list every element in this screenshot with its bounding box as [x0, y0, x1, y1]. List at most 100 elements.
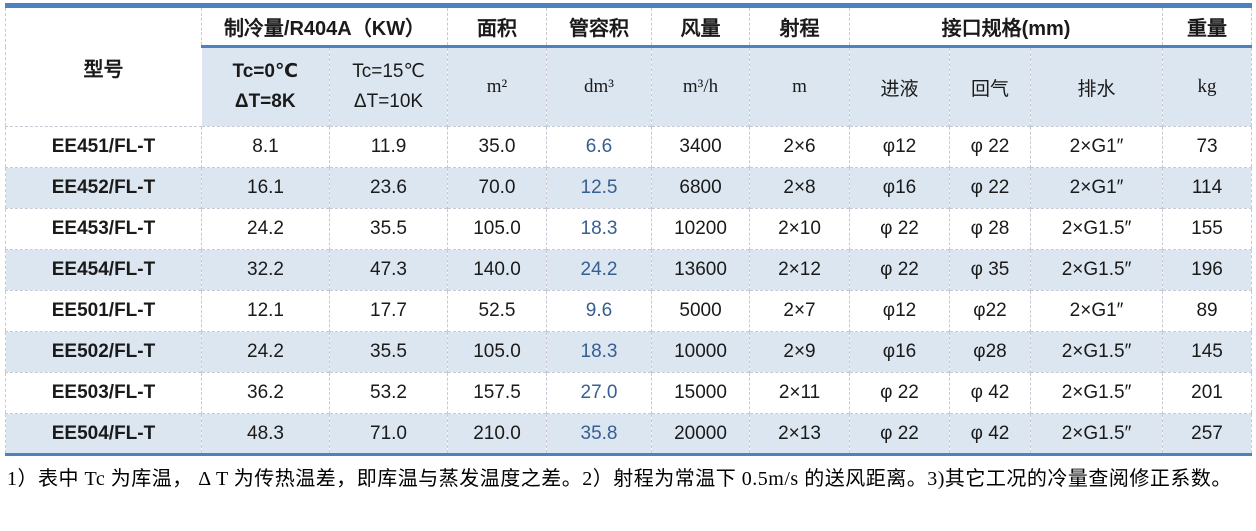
- cell-gas-return: φ22: [949, 290, 1031, 332]
- cell-area: 210.0: [447, 413, 547, 455]
- header-tube-volume: 管容积: [546, 5, 652, 48]
- cell-model: EE451/FL-T: [5, 126, 202, 168]
- cell-weight: 73: [1162, 126, 1252, 168]
- cell-air-flow: 10000: [651, 331, 750, 373]
- cell-air-flow: 15000: [651, 372, 750, 414]
- cell-weight: 114: [1162, 167, 1252, 209]
- cell-gas-return: φ 35: [949, 249, 1031, 291]
- cell-cooling-tc0: 24.2: [201, 331, 330, 373]
- cell-air-flow: 6800: [651, 167, 750, 209]
- header-row-groups: 型号 制冷量/R404A（KW） 面积 管容积 风量 射程 接口规格(mm) 重…: [5, 5, 1252, 127]
- cell-cooling-tc15: 11.9: [328, 126, 448, 168]
- cell-tube-volume: 18.3: [546, 331, 652, 373]
- cell-tube-volume: 24.2: [546, 249, 652, 291]
- cell-cooling-tc0: 16.1: [201, 167, 330, 209]
- table-row: EE504/FL-T 48.3 71.0 210.0 35.8 20000 2×…: [5, 413, 1252, 455]
- cell-drain: 2×G1″: [1030, 290, 1163, 332]
- cell-weight: 155: [1162, 208, 1252, 250]
- cell-area: 105.0: [447, 208, 547, 250]
- cell-throw: 2×11: [749, 372, 850, 414]
- cell-cooling-tc0: 12.1: [201, 290, 330, 332]
- table-row: EE451/FL-T 8.1 11.9 35.0 6.6 3400 2×6 φ1…: [5, 126, 1252, 168]
- condition-tc0-temp: Tc=0℃: [232, 61, 298, 82]
- table-row: EE502/FL-T 24.2 35.5 105.0 18.3 10000 2×…: [5, 331, 1252, 373]
- cell-cooling-tc15: 35.5: [328, 331, 448, 373]
- cell-gas-return: φ 42: [949, 413, 1031, 455]
- cell-air-flow: 5000: [651, 290, 750, 332]
- cell-weight: 89: [1162, 290, 1252, 332]
- cell-area: 157.5: [447, 372, 547, 414]
- cell-drain: 2×G1.5″: [1030, 249, 1163, 291]
- cell-liquid-inlet: φ12: [849, 126, 950, 168]
- cell-model: EE501/FL-T: [5, 290, 202, 332]
- header-row-units: Tc=0℃ ΔT=8K Tc=15℃ ΔT=10K m² dm³ m³/h m …: [6, 46, 1252, 127]
- cell-area: 52.5: [447, 290, 547, 332]
- cell-drain: 2×G1.5″: [1030, 413, 1163, 455]
- header-condition-tc0: Tc=0℃ ΔT=8K: [201, 46, 330, 127]
- cell-liquid-inlet: φ16: [849, 331, 950, 373]
- cell-area: 35.0: [447, 126, 547, 168]
- header-model: 型号: [5, 5, 202, 127]
- cell-cooling-tc15: 23.6: [328, 167, 448, 209]
- header-liquid-inlet: 进液: [849, 46, 950, 127]
- header-gas-return: 回气: [949, 46, 1031, 127]
- cell-air-flow: 13600: [651, 249, 750, 291]
- cell-throw: 2×9: [749, 331, 850, 373]
- cell-liquid-inlet: φ 22: [849, 413, 950, 455]
- cell-liquid-inlet: φ12: [849, 290, 950, 332]
- condition-tc15-temp: Tc=15℃: [352, 61, 425, 82]
- cell-weight: 201: [1162, 372, 1252, 414]
- footnote: 1）表中 Tc 为库温， Δ T 为传热温差，即库温与蒸发温度之差。2）射程为常…: [7, 468, 1232, 490]
- table-row: EE452/FL-T 16.1 23.6 70.0 12.5 6800 2×8 …: [5, 167, 1252, 209]
- cell-weight: 196: [1162, 249, 1252, 291]
- table-row: EE454/FL-T 32.2 47.3 140.0 24.2 13600 2×…: [5, 249, 1252, 291]
- cell-tube-volume: 35.8: [546, 413, 652, 455]
- cell-model: EE452/FL-T: [5, 167, 202, 209]
- cell-cooling-tc0: 36.2: [201, 372, 330, 414]
- cell-weight: 257: [1162, 413, 1252, 455]
- cell-model: EE503/FL-T: [5, 372, 202, 414]
- table-row: EE453/FL-T 24.2 35.5 105.0 18.3 10200 2×…: [5, 208, 1252, 250]
- cell-liquid-inlet: φ 22: [849, 372, 950, 414]
- cell-throw: 2×6: [749, 126, 850, 168]
- cell-area: 140.0: [447, 249, 547, 291]
- cell-gas-return: φ 22: [949, 126, 1031, 168]
- cell-tube-volume: 18.3: [546, 208, 652, 250]
- cell-area: 70.0: [447, 167, 547, 209]
- condition-tc0-delta: ΔT=8K: [234, 91, 296, 112]
- cell-weight: 145: [1162, 331, 1252, 373]
- cell-area: 105.0: [447, 331, 547, 373]
- cell-drain: 2×G1.5″: [1030, 208, 1163, 250]
- cell-cooling-tc15: 17.7: [328, 290, 448, 332]
- cell-drain: 2×G1.5″: [1030, 372, 1163, 414]
- cell-drain: 2×G1″: [1030, 126, 1163, 168]
- header-drain: 排水: [1030, 46, 1163, 127]
- cell-cooling-tc0: 32.2: [201, 249, 330, 291]
- cell-liquid-inlet: φ16: [849, 167, 950, 209]
- table-header: 型号 制冷量/R404A（KW） 面积 管容积 风量 射程 接口规格(mm) 重…: [5, 5, 1252, 127]
- cell-liquid-inlet: φ 22: [849, 208, 950, 250]
- header-air-flow: 风量: [651, 5, 750, 48]
- cell-throw: 2×8: [749, 167, 850, 209]
- unit-throw: m: [749, 46, 850, 127]
- condition-tc15-delta: ΔT=10K: [353, 91, 424, 112]
- unit-area: m²: [447, 46, 547, 127]
- unit-tube-volume: dm³: [546, 46, 652, 127]
- header-condition-tc15: Tc=15℃ ΔT=10K: [328, 46, 448, 127]
- cell-cooling-tc15: 35.5: [328, 208, 448, 250]
- cell-model: EE454/FL-T: [5, 249, 202, 291]
- datasheet: 型号 制冷量/R404A（KW） 面积 管容积 风量 射程 接口规格(mm) 重…: [5, 3, 1253, 490]
- cell-air-flow: 20000: [651, 413, 750, 455]
- cell-cooling-tc0: 24.2: [201, 208, 330, 250]
- header-throw: 射程: [749, 5, 850, 48]
- cell-drain: 2×G1″: [1030, 167, 1163, 209]
- cell-throw: 2×13: [749, 413, 850, 455]
- cell-model: EE502/FL-T: [5, 331, 202, 373]
- cell-air-flow: 10200: [651, 208, 750, 250]
- cell-tube-volume: 9.6: [546, 290, 652, 332]
- cell-gas-return: φ28: [949, 331, 1031, 373]
- table-row: EE503/FL-T 36.2 53.2 157.5 27.0 15000 2×…: [5, 372, 1252, 414]
- unit-weight: kg: [1162, 46, 1252, 127]
- cell-throw: 2×10: [749, 208, 850, 250]
- cell-throw: 2×12: [749, 249, 850, 291]
